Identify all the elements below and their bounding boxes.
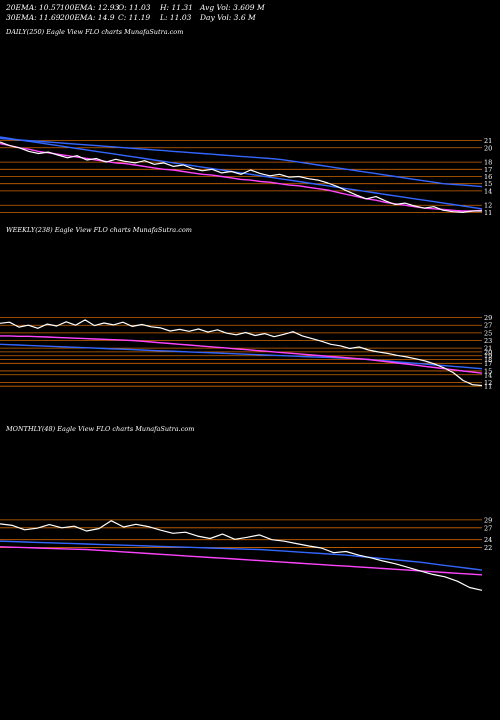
y-tick-label: 12 [484, 202, 492, 210]
ema-line [0, 335, 483, 374]
y-tick-label: 14 [484, 187, 492, 195]
ema-line [0, 142, 483, 212]
open-stat: O: 11.03 [118, 3, 151, 12]
price-line [0, 141, 482, 213]
y-tick-label: 22 [484, 544, 492, 552]
avg-vol-stat: Avg Vol: 3.609 M [200, 3, 265, 12]
y-tick-label: 27 [484, 322, 492, 330]
y-tick-label: 12 [484, 379, 492, 387]
y-tick-label: 20 [484, 144, 492, 152]
y-tick-label: 29 [484, 314, 492, 322]
y-tick-label: 11 [484, 383, 492, 391]
y-tick-label: 15 [484, 180, 492, 188]
ema-line [0, 540, 483, 571]
monthly-chart-title: MONTHLY(48) Eagle View FLO charts Munafa… [6, 425, 195, 433]
y-tick-label: 18 [484, 356, 492, 364]
close-stat: C: 11.19 [118, 13, 151, 22]
ema-line [0, 136, 483, 210]
ema200-stat: 200EMA: 14.9 [60, 13, 115, 22]
y-tick-label: 29 [484, 516, 492, 524]
weekly-chart-title: WEEKLY(238) Eagle View FLO charts Munafa… [6, 226, 192, 234]
daily-chart-title: DAILY(250) Eagle View FLO charts MunafaS… [6, 28, 184, 36]
y-tick-label: 23 [484, 337, 492, 345]
y-tick-label: 24 [484, 536, 492, 544]
y-tick-label: 17 [484, 360, 492, 368]
y-tick-label: 16 [484, 173, 492, 181]
y-tick-label: 19 [484, 352, 492, 360]
ema-line [0, 343, 483, 370]
day-vol-stat: Day Vol: 3.6 M [200, 13, 256, 22]
ema-line [0, 137, 483, 188]
y-tick-label: 14 [484, 371, 492, 379]
y-tick-label: 11 [484, 209, 492, 217]
price-line [0, 520, 483, 591]
ema-line [0, 546, 483, 576]
price-line [0, 319, 483, 387]
y-tick-label: 21 [484, 137, 492, 145]
y-tick-label: 20 [484, 348, 492, 356]
y-tick-label: 17 [484, 166, 492, 174]
y-tick-label: 21 [484, 345, 492, 353]
high-stat: H: 11.31 [160, 3, 193, 12]
y-tick-label: 18 [484, 159, 492, 167]
ema100-stat: 100EMA: 12.93 [60, 3, 120, 12]
y-tick-label: 15 [484, 367, 492, 375]
ema20-stat: 20EMA: 10.57 [6, 3, 61, 12]
ema30-stat: 30EMA: 11.69 [6, 13, 61, 22]
low-stat: L: 11.03 [160, 13, 192, 22]
y-tick-label: 25 [484, 329, 492, 337]
y-tick-label: 27 [484, 524, 492, 532]
